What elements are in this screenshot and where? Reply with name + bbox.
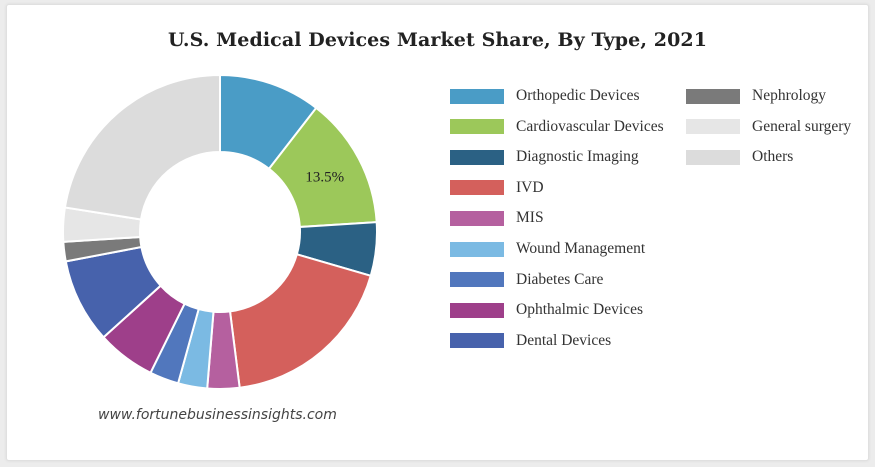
legend-item-cardiovascular-devices[interactable]: Cardiovascular Devices <box>450 117 664 137</box>
legend-item-others[interactable]: Others <box>686 147 793 167</box>
legend-item-general-surgery[interactable]: General surgery <box>686 117 851 137</box>
legend-swatch <box>450 241 504 257</box>
source-watermark: www.fortunebusinessinsights.com <box>98 407 337 423</box>
legend-label: IVD <box>516 178 544 196</box>
legend-label: Diagnostic Imaging <box>516 148 639 166</box>
legend-swatch <box>686 88 740 104</box>
legend-label: Cardiovascular Devices <box>516 117 664 135</box>
legend-label: Wound Management <box>516 240 646 257</box>
legend-item-nephrology[interactable]: Nephrology <box>686 86 826 106</box>
slice-ivd[interactable] <box>228 253 373 389</box>
legend-label: Others <box>752 148 794 166</box>
slice-others[interactable] <box>63 73 221 221</box>
legend-swatch <box>450 333 504 349</box>
legend-swatch <box>450 88 504 104</box>
legend-swatch <box>450 210 504 226</box>
legend-item-dental-devices[interactable]: Dental Devices <box>450 331 611 351</box>
chart-card: U.S. Medical Devices Market Share, By Ty… <box>6 4 869 461</box>
legend-swatch <box>450 272 504 288</box>
legend-label: Nephrology <box>752 87 827 104</box>
legend-item-orthopedic-devices[interactable]: Orthopedic Devices <box>450 86 640 106</box>
legend-item-diagnostic-imaging[interactable]: Diagnostic Imaging <box>450 147 639 167</box>
legend-swatch <box>450 302 504 318</box>
legend-swatch <box>686 119 740 135</box>
legend-swatch <box>686 149 740 165</box>
legend-swatch <box>450 119 504 135</box>
legend-item-ivd[interactable]: IVD <box>450 178 544 198</box>
legend-item-ophthalmic-devices[interactable]: Ophthalmic Devices <box>450 300 643 320</box>
legend-label: MIS <box>516 209 544 227</box>
legend-label: Diabetes Care <box>516 270 604 288</box>
legend-label: General surgery <box>752 117 852 135</box>
data-label-cardiovascular-devices: 13.5% <box>305 170 344 186</box>
legend-swatch <box>450 180 504 196</box>
chart-title: U.S. Medical Devices Market Share, By Ty… <box>167 29 708 51</box>
legend-item-mis[interactable]: MIS <box>450 208 544 228</box>
legend-item-diabetes-care[interactable]: Diabetes Care <box>450 270 603 290</box>
legend-label: Ophthalmic Devices <box>516 301 643 319</box>
legend-swatch <box>450 149 504 165</box>
legend-label: Dental Devices <box>516 331 612 349</box>
legend-item-wound-management[interactable]: Wound Management <box>450 239 645 259</box>
legend-label: Orthopedic Devices <box>516 87 640 104</box>
